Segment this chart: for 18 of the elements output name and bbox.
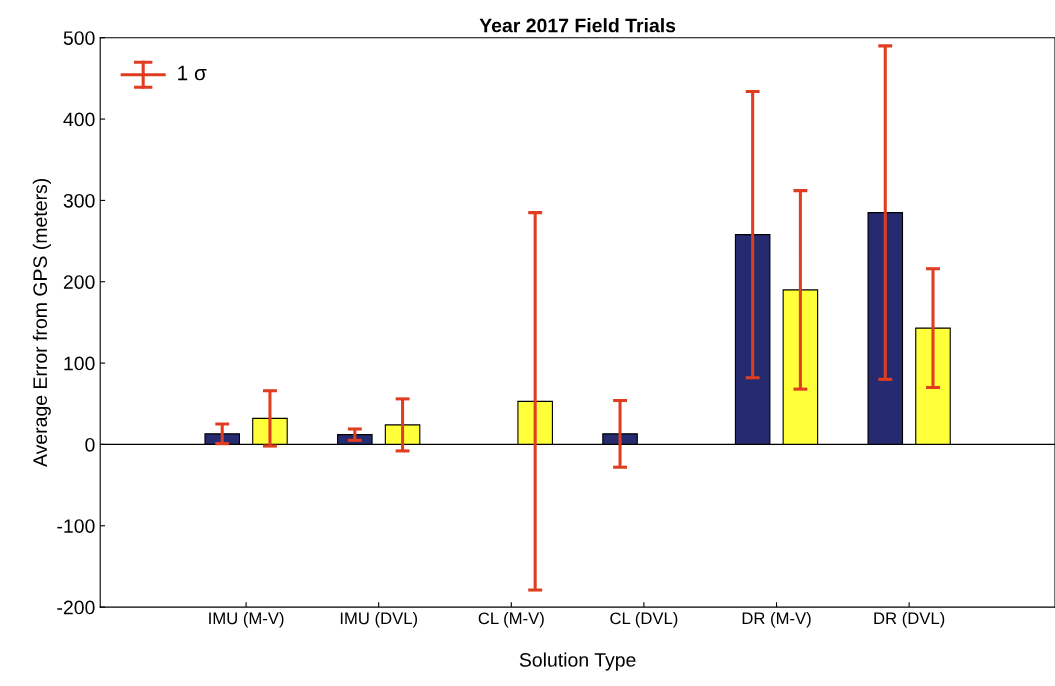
- y-tick-label: 500: [63, 31, 95, 45]
- y-tick-label: 300: [63, 193, 95, 208]
- y-tick-label: 100: [64, 356, 95, 371]
- y-tick-label: -100: [57, 519, 95, 534]
- x-tick-label: DR (DVL): [874, 611, 945, 628]
- y-tick-label: 0: [85, 437, 95, 452]
- x-tick-label: IMU (M-V): [209, 611, 284, 628]
- x-axis-title: Solution Type: [519, 652, 636, 671]
- chart-title: Year 2017 Field Trials: [479, 18, 676, 33]
- x-tick-label: CL (DVL): [610, 611, 678, 628]
- y-tick-label: 400: [63, 112, 95, 127]
- y-tick-label: 200: [63, 275, 95, 289]
- y-tick-label: -200: [57, 600, 95, 615]
- y-axis-title: Average Error from GPS (meters): [32, 179, 51, 467]
- annotation: 1 σ: [178, 65, 207, 81]
- x-tick-label: DR (M-V): [742, 611, 811, 628]
- x-tick-label: CL (M-V): [478, 611, 544, 628]
- x-tick-label: IMU (DVL): [340, 611, 418, 628]
